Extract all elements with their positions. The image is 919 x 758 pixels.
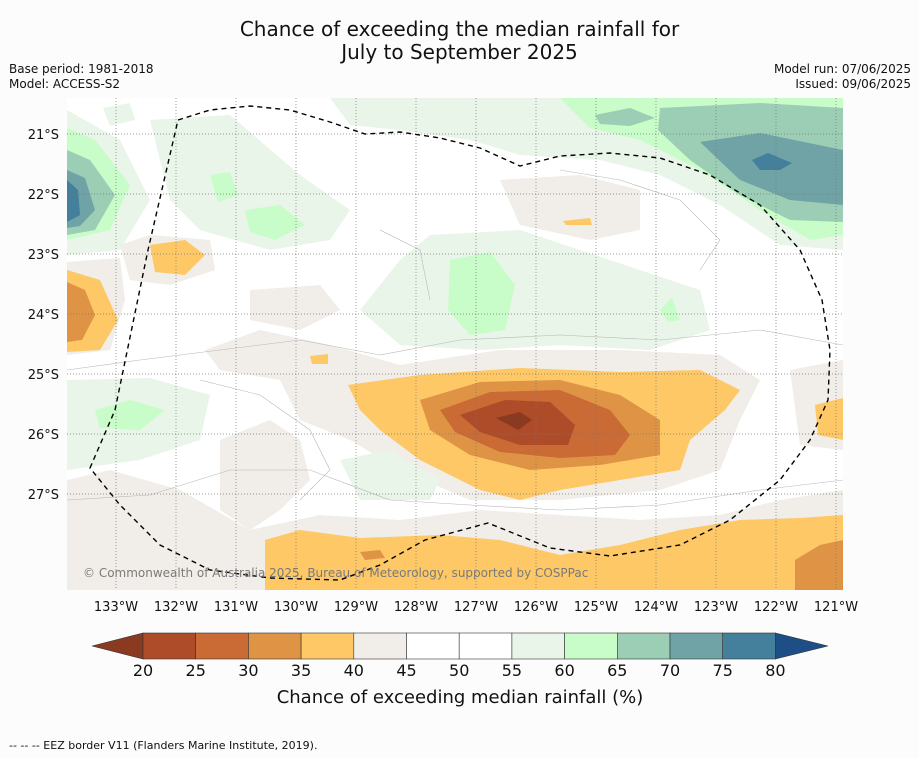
issued-date: Issued: 09/06/2025 <box>795 77 911 91</box>
colorbar-tick: 25 <box>186 661 206 680</box>
lat-label: 25°S <box>28 368 59 383</box>
lat-label: 24°S <box>28 308 59 323</box>
lon-label: 126°W <box>514 600 558 615</box>
title-line-1: Chance of exceeding the median rainfall … <box>239 17 680 41</box>
lon-label: 133°W <box>94 600 138 615</box>
model-run: Model run: 07/06/2025 <box>773 62 911 76</box>
colorbar-segment <box>458 632 513 660</box>
colorbar-tick: 35 <box>291 661 311 680</box>
title-line-2: July to September 2025 <box>341 40 578 64</box>
lat-label: 26°S <box>28 428 59 443</box>
eez-border <box>89 105 831 581</box>
latitude-labels: 21°S 22°S 23°S 24°S 25°S 26°S 27°S <box>28 128 59 503</box>
colorbar-segment <box>511 632 565 660</box>
lon-label: 132°W <box>154 600 198 615</box>
lon-label: 130°W <box>274 600 318 615</box>
colorbar-tick: 80 <box>765 661 785 680</box>
colorbar-tick: 55 <box>502 661 522 680</box>
colorbar-tick: 30 <box>238 661 258 680</box>
colorbar-tick: 65 <box>607 661 627 680</box>
lat-label: 27°S <box>28 488 59 503</box>
map-title: Chance of exceeding the median rainfall … <box>0 18 919 64</box>
colorbar-segment <box>564 632 618 660</box>
colorbar-tick: 60 <box>554 661 574 680</box>
colorbar-segment <box>669 632 724 660</box>
colorbar-segment <box>142 632 197 660</box>
lon-label: 121°W <box>814 600 858 615</box>
lon-label: 124°W <box>634 600 678 615</box>
colorbar-tick: 45 <box>396 661 416 680</box>
colorbar-tick: 20 <box>133 661 153 680</box>
meta-left: Base period: 1981-2018 Model: ACCESS-S2 <box>9 62 154 92</box>
lat-label: 23°S <box>28 248 59 263</box>
colorbar-segment <box>353 632 407 660</box>
colorbar-segment <box>248 632 302 660</box>
colorbar-tick: 70 <box>660 661 680 680</box>
base-period: Base period: 1981-2018 <box>9 62 154 76</box>
copyright-notice: © Commonwealth of Australia 2025, Bureau… <box>83 566 588 580</box>
colorbar-segment <box>722 632 776 660</box>
colorbar-segment <box>195 632 249 660</box>
lon-label: 129°W <box>334 600 378 615</box>
colorbar-tick: 40 <box>344 661 364 680</box>
rainfall-contours <box>67 98 843 590</box>
colorbar-segment <box>616 632 671 660</box>
colorbar-label: Chance of exceeding median rainfall (%) <box>277 687 644 708</box>
model-name: Model: ACCESS-S2 <box>9 77 121 91</box>
colorbar-segment <box>406 632 460 660</box>
colorbar-over-arrow <box>775 632 829 660</box>
lon-label: 123°W <box>694 600 738 615</box>
longitude-labels: 133°W 132°W 131°W 130°W 129°W 128°W 127°W 126°W… <box>94 600 858 615</box>
lon-label: 122°W <box>754 600 798 615</box>
colorbar-tick: 75 <box>713 661 733 680</box>
eez-legend-note: -- -- -- EEZ border V11 (Flanders Marine… <box>9 739 318 752</box>
colorbar: 20 25 30 35 40 45 50 55 60 65 70 75 80 <box>91 632 829 680</box>
colorbar-tick: 50 <box>449 661 469 680</box>
lon-label: 131°W <box>214 600 258 615</box>
lat-label: 21°S <box>28 128 59 143</box>
lat-label: 22°S <box>28 188 59 203</box>
colorbar-under-arrow <box>91 632 144 660</box>
meta-right: Model run: 07/06/2025 Issued: 09/06/2025 <box>774 62 911 92</box>
colorbar-segment <box>300 632 355 660</box>
lon-label: 127°W <box>454 600 498 615</box>
lon-label: 128°W <box>394 600 438 615</box>
lon-label: 125°W <box>574 600 618 615</box>
